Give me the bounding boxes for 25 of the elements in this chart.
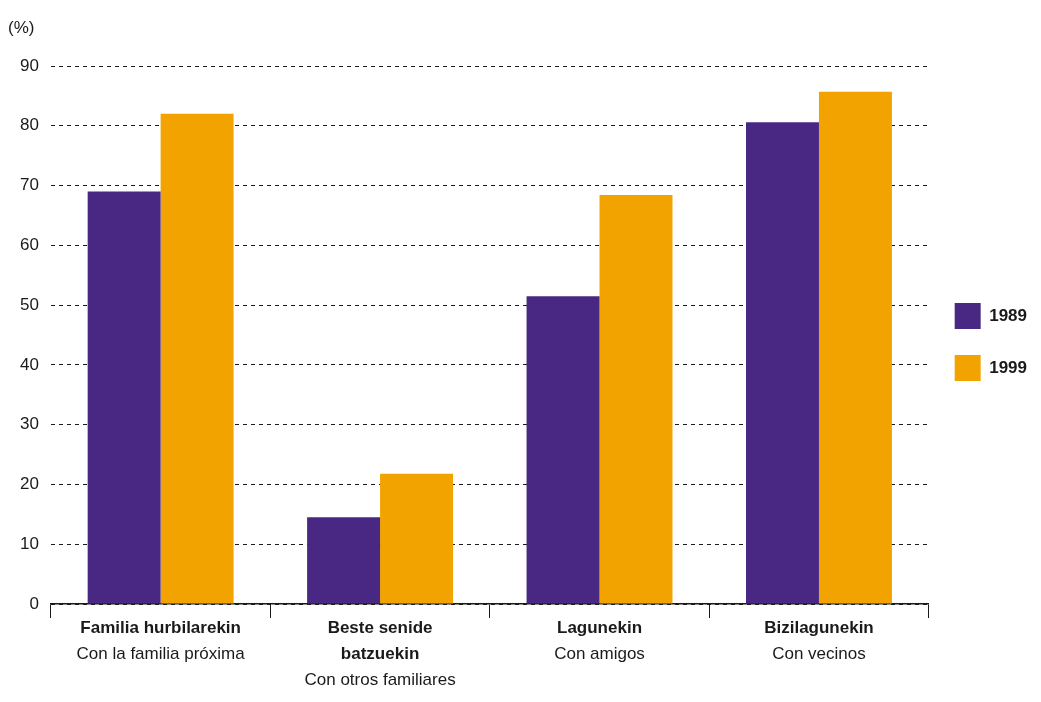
bar [818,91,892,604]
y-axis-title: (%) [8,17,35,37]
bar [599,195,673,604]
x-tick-label: Beste senide batzuekin Con otros familiares [304,618,456,690]
legend-label: 1989 [989,305,1028,325]
y-tick-label: 90 [19,55,39,75]
x-tick-label: Familia hurbilarekin Con la familia próxima [76,618,246,664]
legend-label: 1999 [989,357,1028,377]
y-tick-label: 60 [19,235,39,255]
bar [380,473,454,604]
bar [307,517,381,604]
x-tick-label: Lagunekin Con amigos [554,618,645,664]
bar [87,191,161,604]
y-tick-label: 20 [19,474,39,494]
y-tick-label: 70 [19,175,39,195]
y-tick-label: 50 [19,294,39,314]
y-tick-label: 10 [19,533,39,553]
bar [746,122,819,604]
x-tick-label: Bizilagunekin Con vecinos [764,618,874,664]
bar [526,296,600,604]
y-tick-label: 40 [19,354,39,374]
y-tick-label: 80 [19,115,39,135]
y-tick-label: 30 [19,414,39,434]
y-tick-label: 0 [29,593,39,613]
bar [160,113,234,604]
